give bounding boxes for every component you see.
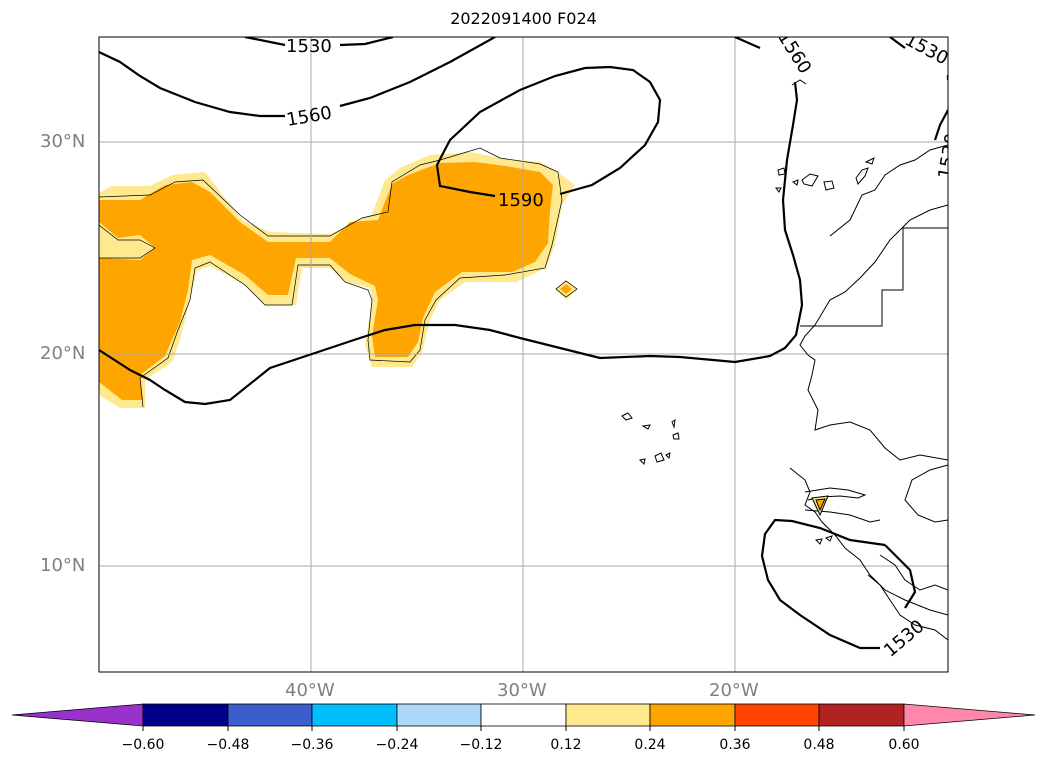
colorbar-segment	[649, 703, 736, 727]
contour-label: 1590	[498, 190, 544, 211]
contour-label: 1560	[285, 102, 334, 131]
colorbar-tick-label: −0.60	[121, 737, 165, 753]
colorbar-tick-label: 0.60	[888, 737, 920, 753]
colorbar-tick-label: −0.36	[290, 737, 334, 753]
colorbar-segment	[818, 703, 905, 727]
colorbar-segment	[565, 703, 651, 727]
contour-label: 1530	[880, 616, 929, 662]
colorbar-tick-label: 0.24	[634, 737, 666, 753]
coastlines	[621, 144, 948, 641]
lat-label-10n: 10°N	[40, 555, 86, 576]
colorbar-segment	[142, 703, 229, 727]
contour-label: 1530	[935, 132, 964, 181]
lon-label-30w: 30°W	[497, 680, 547, 701]
colorbar-segment	[480, 703, 567, 727]
colorbar-segment	[227, 703, 313, 727]
lat-label-30n: 30°N	[40, 131, 86, 152]
lon-label-20w: 20°W	[709, 680, 759, 701]
lon-label-40w: 40°W	[285, 680, 335, 701]
lat-label-20n: 20°N	[40, 343, 86, 364]
gridlines	[99, 37, 948, 672]
colorbar-tick-label: 0.36	[719, 737, 751, 753]
contour-label: 1530	[286, 36, 332, 57]
contour-label: 1560	[773, 28, 815, 78]
colorbar-tick-label: 0.48	[803, 737, 835, 753]
shaded-region-strong	[99, 162, 572, 400]
colorbar-tick-label: 0.12	[550, 737, 582, 753]
colorbar-segment	[311, 703, 398, 727]
colorbar-segment	[734, 703, 820, 727]
colorbar-extend-min	[11, 703, 144, 727]
map-frame	[98, 36, 949, 673]
contour-label: 1530	[901, 29, 951, 69]
map-title: 2022091400 F024	[450, 9, 597, 28]
geopotential-contours	[99, 37, 948, 650]
colorbar-segment	[396, 703, 482, 727]
colorbar-tick-label: −0.48	[206, 737, 250, 753]
colorbar	[11, 703, 1036, 731]
colorbar-tick-label: −0.12	[459, 737, 503, 753]
colorbar-extend-max	[903, 703, 1036, 727]
colorbar-tick-label: −0.24	[375, 737, 419, 753]
